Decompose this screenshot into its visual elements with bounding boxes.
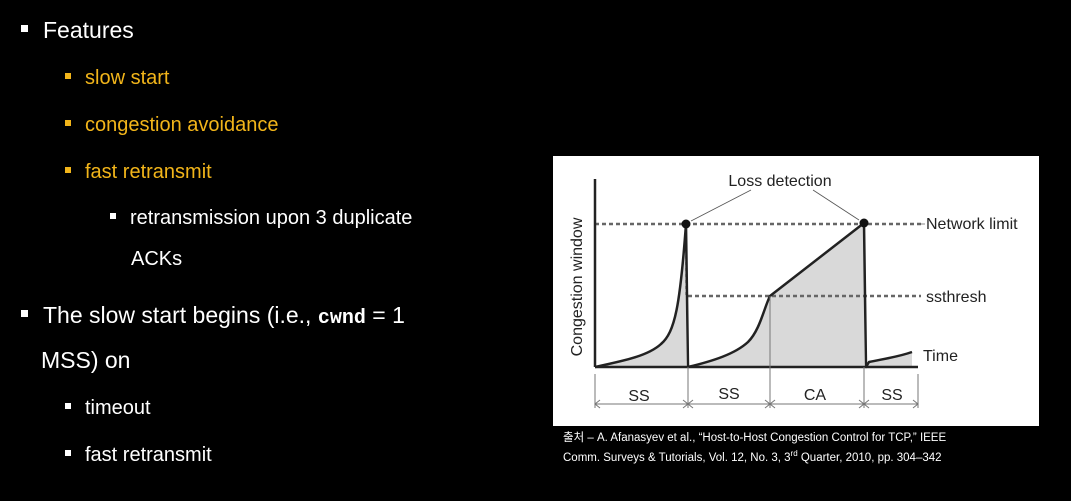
bullet-square-icon xyxy=(21,310,28,317)
bullet-retransmission-cont: ACKs xyxy=(131,248,183,270)
phase-label-ss-1: SS xyxy=(628,388,649,405)
congestion-window-diagram: Loss detection Network limit ssthresh Ti… xyxy=(553,156,1039,426)
bullet-text: fast retransmit xyxy=(85,161,212,183)
bullet-square-icon xyxy=(65,120,71,126)
cwnd-code: cwnd xyxy=(317,307,366,330)
bullet-text: Features xyxy=(43,17,134,43)
caption-line-2: Comm. Surveys & Tutorials, Vol. 12, No. … xyxy=(563,446,946,466)
caption-line-1: 출처 – A. Afanasyev et al., “Host-to-Host … xyxy=(563,432,947,444)
network-limit-label: Network limit xyxy=(926,216,1018,233)
bullet-fast-retransmit: fast retransmit xyxy=(65,161,212,184)
loss-point-1 xyxy=(681,219,691,229)
bullet-congestion-avoidance: congestion avoidance xyxy=(65,114,278,137)
bullet-text: fast retransmit xyxy=(85,444,212,466)
bullet-slowstart-begins: The slow start begins (i.e., cwnd = 1 xyxy=(21,302,405,330)
slowstart-text-post: = 1 xyxy=(365,302,405,328)
y-axis-label: Congestion window xyxy=(569,217,586,356)
loss-pointer-2 xyxy=(812,189,860,221)
caption-line-2-post: Quarter, 2010, pp. 304–342 xyxy=(797,451,942,464)
diagram-svg: Loss detection Network limit ssthresh Ti… xyxy=(569,173,1018,409)
phase-label-ss-2: SS xyxy=(718,386,739,403)
bullet-square-icon xyxy=(65,73,71,79)
phase-arrow-ticks xyxy=(594,399,919,409)
slowstart-text-pre: The slow start begins (i.e., xyxy=(43,302,318,328)
bullet-square-icon xyxy=(65,167,71,173)
phase-label-ca: CA xyxy=(804,387,827,404)
ssthresh-label: ssthresh xyxy=(926,289,986,306)
time-label: Time xyxy=(923,348,958,365)
bullet-text: slow start xyxy=(85,67,170,89)
bullet-fast-retransmit-2: fast retransmit xyxy=(65,444,212,467)
phase-label-ss-3: SS xyxy=(881,387,902,404)
cwnd-curve xyxy=(594,221,913,369)
bullet-text: The slow start begins (i.e., cwnd = 1 xyxy=(43,302,405,330)
bullet-timeout: timeout xyxy=(65,397,151,420)
loss-detection-label: Loss detection xyxy=(728,173,831,190)
bullet-square-icon xyxy=(21,25,28,32)
caption-superscript: rd xyxy=(790,449,798,458)
bullet-features: Features xyxy=(21,17,134,44)
bullet-text: retransmission upon 3 duplicate xyxy=(130,207,413,229)
bullet-retransmission: retransmission upon 3 duplicate xyxy=(110,207,412,230)
figure-caption: 출처 – A. Afanasyev et al., “Host-to-Host … xyxy=(563,431,946,466)
bullet-slowstart-cont: MSS) on xyxy=(41,347,131,373)
bullet-square-icon xyxy=(110,213,116,219)
loss-point-2 xyxy=(859,218,869,228)
bullet-square-icon xyxy=(65,450,71,456)
bullet-slow-start: slow start xyxy=(65,67,169,90)
bullet-text: congestion avoidance xyxy=(85,114,279,136)
bullet-square-icon xyxy=(65,403,71,409)
loss-pointer-1 xyxy=(690,189,752,222)
area-ss-1 xyxy=(595,224,686,367)
caption-line-2-pre: Comm. Surveys & Tutorials, Vol. 12, No. … xyxy=(563,451,791,464)
bullet-text: timeout xyxy=(85,397,151,419)
